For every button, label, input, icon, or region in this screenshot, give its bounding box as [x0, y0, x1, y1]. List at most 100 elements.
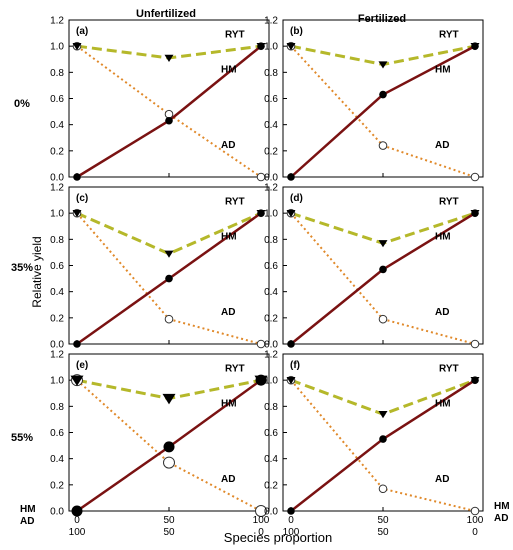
- marker-hm: [71, 505, 83, 517]
- x-tick-label-top: 0: [288, 515, 294, 526]
- marker-hm: [287, 173, 295, 181]
- y-tick-label: 1.0: [264, 376, 278, 387]
- x-row-label-ad-right: AD: [494, 513, 508, 524]
- y-tick-label: 0.2: [264, 480, 278, 491]
- marker-ad: [378, 314, 388, 324]
- y-tick-label: 1.0: [50, 376, 64, 387]
- marker-ad: [163, 456, 175, 469]
- series-label-ad: AD: [435, 307, 449, 318]
- marker-hm: [257, 209, 265, 217]
- panel-frame: [68, 353, 270, 512]
- series-label-ryt: RYT: [439, 30, 459, 41]
- series-label-ad: AD: [221, 307, 235, 318]
- x-tick-label-top: 50: [163, 515, 175, 526]
- y-tick-label: 0.8: [50, 68, 64, 79]
- x-tick-label-bottom: 100: [69, 527, 86, 538]
- marker-hm: [287, 507, 295, 515]
- series-line-ad: [76, 379, 262, 512]
- marker-hm: [165, 274, 173, 283]
- column-title-fertilized: Fertilized: [358, 13, 406, 25]
- panel-frame: [282, 19, 484, 178]
- y-tick-label: 0.4: [264, 287, 278, 298]
- y-tick-label: 0.2: [50, 313, 64, 324]
- series-label-ad: AD: [435, 140, 449, 151]
- y-tick-label: 0.4: [264, 454, 278, 465]
- marker-hm: [471, 376, 479, 384]
- marker-ad: [256, 172, 266, 182]
- marker-ad: [378, 141, 388, 150]
- panel-frame: [68, 19, 270, 178]
- y-tick-label: 0.6: [50, 428, 64, 439]
- marker-ryt: [164, 54, 174, 62]
- marker-ad: [470, 339, 480, 349]
- marker-hm: [379, 90, 387, 99]
- series-label-hm: HM: [435, 231, 451, 242]
- y-tick-label: 0.0: [50, 173, 64, 184]
- x-row-label-hm-right: HM: [494, 501, 510, 512]
- y-tick-label: 0.6: [264, 261, 278, 272]
- marker-ad: [470, 172, 480, 182]
- y-tick-label: 1.2: [264, 350, 278, 361]
- marker-ad: [164, 109, 174, 119]
- chart-panel-a: 0.0 0.2 0.4 0.6 0.8 1.0 1.2 (a) RYT HM AD: [50, 16, 270, 184]
- series-line-ad: [290, 379, 476, 512]
- y-tick-label: 0.4: [50, 287, 64, 298]
- marker-ryt: [162, 393, 176, 405]
- y-tick-label: 1.0: [264, 42, 278, 53]
- y-tick-label: 1.0: [50, 209, 64, 220]
- x-tick-label-bottom: 50: [377, 527, 389, 538]
- marker-hm: [471, 209, 479, 217]
- chart-panel-f: 0.00.20.40.60.81.01.2(f) RYTHMAD010050501…: [264, 350, 484, 539]
- panel-letter: (f): [290, 360, 300, 371]
- panels-group: 0.0 0.2 0.4 0.6 0.8 1.0 1.2 (a) RYT HM AD 0.0 0.2 0.4…: [50, 16, 484, 539]
- series-label-ryt: RYT: [439, 364, 459, 375]
- y-tick-label: 0.4: [50, 454, 64, 465]
- y-tick-label: 0.6: [50, 261, 64, 272]
- y-tick-label: 1.2: [264, 16, 278, 27]
- y-tick-label: 0.2: [264, 146, 278, 157]
- marker-ryt: [72, 210, 82, 218]
- row-label-35pct: 35%: [11, 262, 33, 274]
- y-tick-label: 0.0: [50, 340, 64, 351]
- marker-ryt: [286, 377, 296, 385]
- series-label-ryt: RYT: [225, 364, 245, 375]
- row-label-0pct: 0%: [14, 98, 30, 110]
- y-tick-label: 0.4: [264, 120, 278, 131]
- marker-hm: [471, 42, 479, 50]
- y-tick-label: 0.2: [264, 313, 278, 324]
- marker-hm: [379, 435, 387, 443]
- marker-hm: [257, 42, 265, 50]
- x-tick-label-top: 100: [467, 515, 484, 526]
- series-label-ad: AD: [435, 474, 449, 485]
- marker-ad: [256, 339, 266, 349]
- marker-ryt: [164, 250, 174, 258]
- x-tick-label-bottom: 50: [163, 527, 175, 538]
- y-tick-label: 0.8: [264, 402, 278, 413]
- column-title-unfertilized: Unfertilized: [136, 8, 196, 20]
- marker-ad: [164, 314, 174, 324]
- marker-ryt: [378, 240, 388, 248]
- y-tick-label: 0.8: [50, 235, 64, 246]
- x-tick-label-bottom: 100: [283, 527, 300, 538]
- series-label-ryt: RYT: [225, 197, 245, 208]
- x-row-label-hm-left: HM: [20, 504, 36, 515]
- y-tick-label: 0.6: [264, 428, 278, 439]
- y-tick-label: 0.0: [264, 340, 278, 351]
- marker-ad: [255, 505, 267, 517]
- marker-ryt: [70, 375, 84, 387]
- x-tick-label-top: 100: [253, 515, 270, 526]
- y-tick-label: 0.6: [50, 94, 64, 105]
- y-tick-label: 1.0: [264, 209, 278, 220]
- marker-hm: [287, 340, 295, 348]
- series-label-hm: HM: [435, 398, 451, 409]
- series-label-hm: HM: [221, 64, 237, 75]
- series-label-hm: HM: [221, 398, 237, 409]
- y-tick-label: 0.0: [264, 507, 278, 518]
- x-tick-label-top: 0: [74, 515, 80, 526]
- marker-hm: [163, 441, 175, 453]
- y-tick-label: 0.2: [50, 480, 64, 491]
- y-axis-label: Relative yield: [30, 236, 44, 307]
- series-label-hm: HM: [435, 64, 451, 75]
- panel-letter: (b): [290, 26, 303, 37]
- chart-panel-c: 0.0 0.2 0.4 0.6 0.8 1.0 1.2 (c) RYT HM AD: [50, 183, 270, 351]
